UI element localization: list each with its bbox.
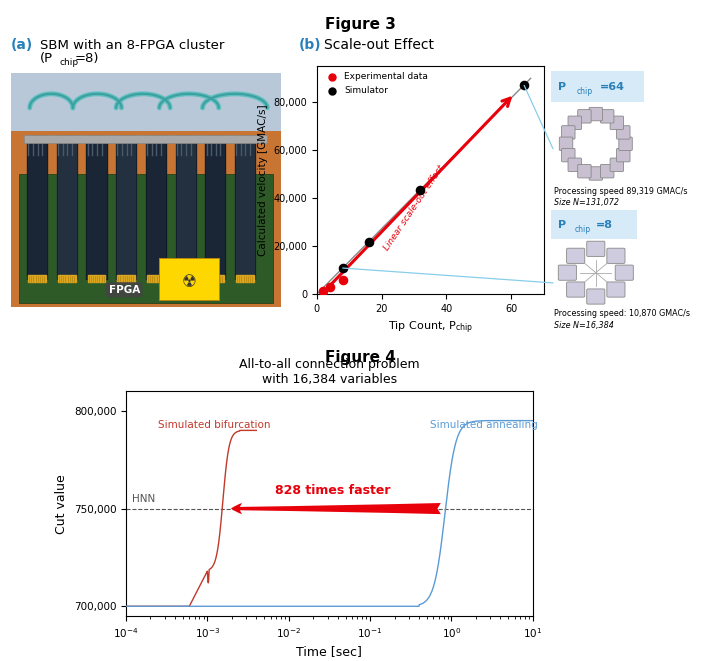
FancyBboxPatch shape: [600, 165, 614, 178]
Polygon shape: [57, 136, 77, 279]
Polygon shape: [235, 136, 255, 279]
FancyBboxPatch shape: [589, 107, 603, 121]
Text: 828 times faster: 828 times faster: [275, 484, 391, 497]
Polygon shape: [28, 274, 46, 282]
FancyBboxPatch shape: [562, 126, 575, 139]
Y-axis label: Calculated velocity [GMAC/s]: Calculated velocity [GMAC/s]: [258, 104, 268, 256]
FancyBboxPatch shape: [587, 241, 605, 256]
Polygon shape: [86, 136, 107, 279]
Bar: [19, 174, 273, 303]
Text: Figure 3: Figure 3: [325, 17, 395, 32]
FancyBboxPatch shape: [546, 209, 642, 241]
Text: Processing speed 89,319 GMAC/s: Processing speed 89,319 GMAC/s: [554, 187, 688, 196]
Text: chip: chip: [59, 58, 78, 67]
Text: Size N=131,072: Size N=131,072: [554, 198, 619, 208]
FancyBboxPatch shape: [567, 248, 585, 263]
FancyBboxPatch shape: [546, 69, 649, 104]
Polygon shape: [207, 274, 224, 282]
FancyBboxPatch shape: [568, 158, 582, 171]
Bar: [159, 258, 219, 300]
Text: =8: =8: [595, 219, 613, 230]
Text: FPGA: FPGA: [109, 285, 140, 295]
Text: (a): (a): [11, 38, 33, 52]
Text: HNN: HNN: [132, 494, 156, 504]
Polygon shape: [116, 136, 136, 279]
Title: All-to-all connection problem
with 16,384 variables: All-to-all connection problem with 16,38…: [239, 358, 420, 386]
FancyBboxPatch shape: [577, 110, 591, 123]
X-axis label: Time [sec]: Time [sec]: [297, 645, 362, 658]
Simulator: [415, 184, 426, 195]
Text: Scale-out Effect: Scale-out Effect: [324, 38, 434, 52]
Polygon shape: [88, 274, 105, 282]
Experimental data: [337, 274, 348, 285]
Text: Simulated bifurcation: Simulated bifurcation: [158, 420, 270, 430]
Simulator: [518, 80, 530, 91]
Polygon shape: [58, 274, 76, 282]
Simulator: [337, 263, 348, 274]
Text: (P: (P: [40, 52, 53, 65]
Polygon shape: [205, 136, 225, 279]
FancyBboxPatch shape: [607, 282, 625, 297]
Legend: Experimental data, Simulator: Experimental data, Simulator: [321, 71, 430, 97]
FancyBboxPatch shape: [559, 137, 573, 151]
Simulator: [363, 237, 374, 247]
FancyBboxPatch shape: [615, 265, 634, 280]
Text: (b): (b): [299, 38, 321, 52]
FancyBboxPatch shape: [558, 265, 577, 280]
Text: Linear scale-out effect: Linear scale-out effect: [382, 163, 446, 252]
FancyBboxPatch shape: [567, 282, 585, 297]
Y-axis label: Cut value: Cut value: [55, 474, 68, 533]
Polygon shape: [145, 136, 166, 279]
FancyBboxPatch shape: [577, 165, 591, 178]
Experimental data: [324, 282, 336, 292]
FancyBboxPatch shape: [607, 248, 625, 263]
Bar: [24, 135, 267, 143]
Text: Simulated annealing: Simulated annealing: [430, 420, 538, 430]
Text: =64: =64: [600, 81, 624, 92]
X-axis label: Tip Count, P$_{\rm chip}$: Tip Count, P$_{\rm chip}$: [387, 319, 473, 336]
FancyBboxPatch shape: [616, 126, 630, 139]
Text: P: P: [558, 219, 566, 230]
Polygon shape: [236, 274, 254, 282]
FancyBboxPatch shape: [568, 116, 582, 130]
Polygon shape: [147, 274, 165, 282]
Polygon shape: [27, 136, 48, 279]
Text: Figure 4: Figure 4: [325, 350, 395, 366]
Polygon shape: [176, 136, 196, 279]
Text: =8): =8): [75, 52, 99, 65]
FancyBboxPatch shape: [610, 116, 624, 130]
Text: chip: chip: [577, 87, 593, 96]
Text: ☢: ☢: [181, 272, 197, 291]
FancyBboxPatch shape: [618, 137, 632, 151]
Polygon shape: [117, 274, 135, 282]
Text: SBM with an 8-FPGA cluster: SBM with an 8-FPGA cluster: [40, 38, 224, 52]
FancyBboxPatch shape: [562, 149, 575, 162]
FancyBboxPatch shape: [600, 110, 614, 123]
FancyBboxPatch shape: [587, 289, 605, 304]
FancyBboxPatch shape: [616, 149, 630, 162]
Text: Size N=16,384: Size N=16,384: [554, 321, 614, 330]
Text: chip: chip: [575, 225, 591, 233]
FancyBboxPatch shape: [610, 158, 624, 171]
Text: Processing speed: 10,870 GMAC/s: Processing speed: 10,870 GMAC/s: [554, 309, 690, 319]
Bar: [11, 73, 281, 132]
FancyBboxPatch shape: [589, 167, 603, 180]
Polygon shape: [177, 274, 194, 282]
Experimental data: [318, 286, 329, 296]
Text: P: P: [558, 81, 567, 92]
